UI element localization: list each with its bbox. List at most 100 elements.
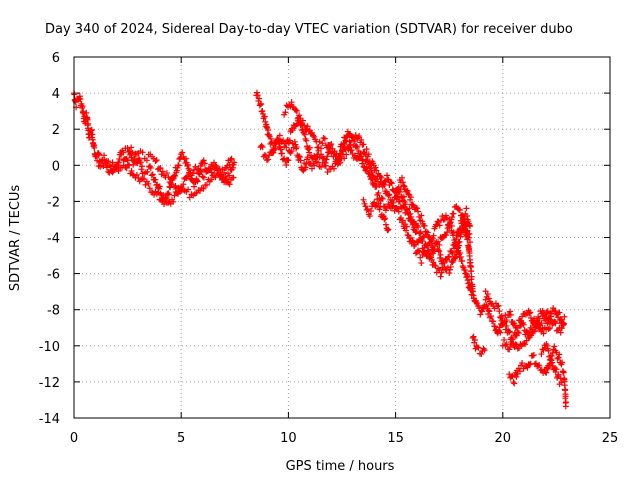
data-point bbox=[461, 267, 468, 274]
data-point bbox=[552, 320, 559, 327]
data-point bbox=[331, 149, 338, 156]
data-point bbox=[446, 220, 453, 227]
data-point bbox=[484, 291, 491, 298]
data-point bbox=[367, 207, 374, 214]
data-point bbox=[430, 246, 437, 253]
data-point bbox=[91, 144, 98, 151]
data-point bbox=[559, 359, 566, 366]
data-point bbox=[376, 206, 383, 213]
data-point bbox=[435, 238, 442, 245]
data-point bbox=[403, 227, 410, 234]
data-point bbox=[421, 222, 428, 229]
data-point bbox=[535, 362, 542, 369]
data-point bbox=[528, 332, 535, 339]
data-point bbox=[562, 399, 569, 406]
data-point bbox=[554, 355, 561, 362]
data-point bbox=[203, 181, 210, 188]
data-point bbox=[115, 159, 122, 166]
data-point bbox=[231, 159, 238, 166]
data-point bbox=[442, 232, 449, 239]
data-point bbox=[436, 241, 443, 248]
data-point bbox=[320, 134, 327, 141]
data-point bbox=[536, 325, 543, 332]
data-point bbox=[402, 201, 409, 208]
data-point bbox=[183, 155, 190, 162]
data-point bbox=[261, 113, 268, 120]
data-point bbox=[354, 144, 361, 151]
data-point bbox=[201, 160, 208, 167]
data-point bbox=[403, 223, 410, 230]
data-point bbox=[549, 359, 556, 366]
data-point bbox=[503, 322, 510, 329]
data-point bbox=[499, 315, 506, 322]
data-point bbox=[373, 176, 380, 183]
data-point bbox=[414, 205, 421, 212]
data-point bbox=[557, 329, 564, 336]
data-point bbox=[463, 205, 470, 212]
data-point bbox=[494, 303, 501, 310]
data-point bbox=[506, 328, 513, 335]
data-point bbox=[377, 203, 384, 210]
data-point bbox=[293, 107, 300, 114]
data-point bbox=[505, 329, 512, 336]
data-point bbox=[477, 311, 484, 318]
data-point bbox=[551, 343, 558, 350]
data-point bbox=[156, 165, 163, 172]
data-point bbox=[556, 351, 563, 358]
data-point bbox=[212, 162, 219, 169]
data-point bbox=[209, 163, 216, 170]
data-point bbox=[265, 156, 272, 163]
data-point bbox=[365, 151, 372, 158]
data-point bbox=[317, 145, 324, 152]
data-point bbox=[456, 226, 463, 233]
data-point bbox=[303, 137, 310, 144]
data-point bbox=[431, 262, 438, 269]
data-point bbox=[424, 229, 431, 236]
data-point bbox=[411, 241, 418, 248]
data-point bbox=[467, 239, 474, 246]
data-point bbox=[259, 144, 266, 151]
data-point bbox=[365, 170, 372, 177]
data-point bbox=[415, 247, 422, 254]
y-tick-label: -2 bbox=[47, 195, 60, 210]
data-point bbox=[456, 207, 463, 214]
data-point bbox=[457, 250, 464, 257]
data-point bbox=[544, 365, 551, 372]
data-point bbox=[382, 207, 389, 214]
data-point bbox=[185, 186, 192, 193]
data-point bbox=[468, 268, 475, 275]
y-tick-label: -14 bbox=[39, 412, 60, 427]
data-point bbox=[549, 352, 556, 359]
data-point bbox=[461, 219, 468, 226]
data-point bbox=[267, 135, 274, 142]
data-point bbox=[105, 158, 112, 165]
data-point bbox=[524, 330, 531, 337]
data-point bbox=[475, 344, 482, 351]
data-point bbox=[515, 330, 522, 337]
data-point bbox=[465, 234, 472, 241]
data-point bbox=[259, 107, 266, 114]
data-point bbox=[539, 346, 546, 353]
data-point bbox=[545, 326, 552, 333]
data-point bbox=[519, 359, 526, 366]
data-point bbox=[101, 152, 108, 159]
y-axis-label: SDTVAR / TECUs bbox=[8, 185, 23, 292]
plot-frame bbox=[73, 56, 611, 419]
data-point bbox=[306, 144, 313, 151]
data-point bbox=[172, 172, 179, 179]
data-point bbox=[85, 120, 92, 127]
data-point bbox=[560, 369, 567, 376]
data-point bbox=[378, 194, 385, 201]
data-point bbox=[401, 183, 408, 190]
data-point bbox=[189, 170, 196, 177]
data-point bbox=[459, 212, 466, 219]
data-point bbox=[444, 256, 451, 263]
data-point bbox=[538, 351, 545, 358]
data-point bbox=[298, 120, 305, 127]
data-point bbox=[457, 253, 464, 260]
data-point bbox=[143, 157, 150, 164]
data-point bbox=[395, 208, 402, 215]
data-point bbox=[516, 368, 523, 375]
data-point bbox=[481, 347, 488, 354]
data-point bbox=[450, 210, 457, 217]
